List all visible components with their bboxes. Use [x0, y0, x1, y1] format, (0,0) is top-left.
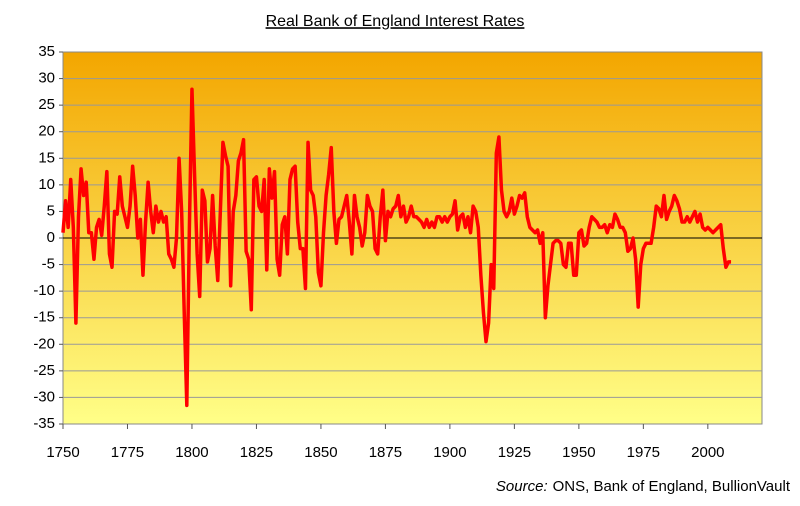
source: Source: ONS, Bank of England, BullionVaul…	[496, 478, 791, 495]
y-tick-label: -35	[33, 415, 55, 432]
x-tick-label: 1750	[46, 444, 79, 461]
y-tick-label: 15	[38, 149, 55, 166]
x-tick-label: 1800	[175, 444, 208, 461]
y-tick-label: -20	[33, 335, 55, 352]
x-tick-label: 1850	[304, 444, 337, 461]
y-tick-label: 20	[38, 123, 55, 140]
chart-title: Real Bank of England Interest Rates	[266, 13, 525, 30]
x-tick-label: 2000	[691, 444, 724, 461]
x-tick-label: 1925	[498, 444, 531, 461]
y-tick-label: -25	[33, 362, 55, 379]
source-text: ONS, Bank of England, BullionVault	[553, 478, 791, 495]
y-tick-label: -5	[42, 256, 55, 273]
x-tick-label: 1975	[627, 444, 660, 461]
x-tick-label: 1900	[433, 444, 466, 461]
y-tick-label: -30	[33, 388, 55, 405]
y-tick-label: 35	[38, 43, 55, 60]
x-tick-label: 1775	[111, 444, 144, 461]
y-tick-label: -15	[33, 309, 55, 326]
y-tick-label: 5	[47, 202, 55, 219]
source-label: Source:	[496, 478, 548, 495]
y-tick-label: 10	[38, 176, 55, 193]
x-tick-label: 1875	[369, 444, 402, 461]
x-tick-label: 1825	[240, 444, 273, 461]
y-tick-label: -10	[33, 282, 55, 299]
data-line	[61, 87, 732, 408]
y-tick-label: 25	[38, 96, 55, 113]
x-tick-label: 1950	[562, 444, 595, 461]
y-tick-label: 30	[38, 70, 55, 87]
y-tick-label: 0	[47, 229, 55, 246]
